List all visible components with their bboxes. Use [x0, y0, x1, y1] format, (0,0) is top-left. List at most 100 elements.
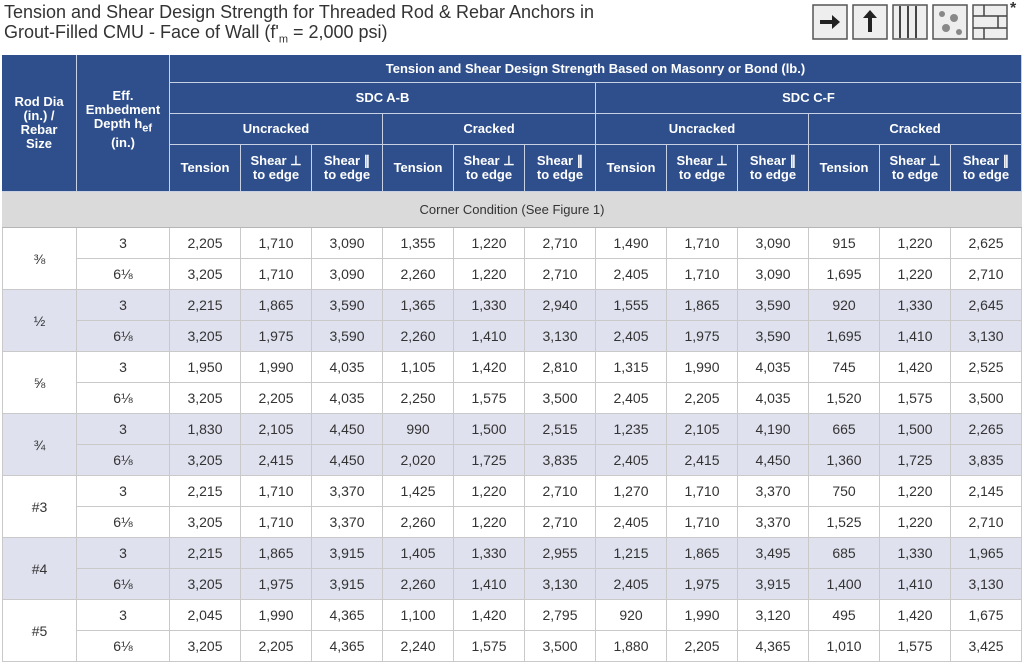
value-cell: 2,710 [525, 259, 596, 290]
value-cell: 3,915 [312, 569, 383, 600]
header-cell: Eff. Embedment Depth hef (in.) [77, 55, 170, 192]
value-cell: 1,865 [667, 290, 738, 321]
value-cell: 1,105 [383, 352, 454, 383]
value-cell: 2,940 [525, 290, 596, 321]
value-cell: 2,405 [596, 507, 667, 538]
depth-cell: 6⅛ [77, 631, 170, 662]
value-cell: 1,710 [241, 228, 312, 259]
value-cell: 2,260 [383, 507, 454, 538]
value-cell: 1,990 [241, 600, 312, 631]
value-cell: 1,410 [454, 321, 525, 352]
value-cell: 1,220 [880, 259, 951, 290]
value-cell: 3,205 [170, 259, 241, 290]
value-cell: 2,625 [951, 228, 1022, 259]
value-cell: 1,100 [383, 600, 454, 631]
value-cell: 2,205 [667, 383, 738, 414]
value-cell: 3,370 [738, 507, 809, 538]
value-cell: 2,260 [383, 321, 454, 352]
value-cell: 1,420 [880, 600, 951, 631]
value-cell: 3,370 [312, 476, 383, 507]
value-cell: 3,835 [525, 445, 596, 476]
value-cell: 3,495 [738, 538, 809, 569]
value-cell: 3,205 [170, 631, 241, 662]
value-cell: 1,525 [809, 507, 880, 538]
value-cell: 2,405 [596, 321, 667, 352]
value-cell: 1,360 [809, 445, 880, 476]
value-cell: 1,220 [454, 507, 525, 538]
value-cell: 1,710 [667, 476, 738, 507]
value-cell: 1,710 [667, 259, 738, 290]
value-cell: 1,500 [454, 414, 525, 445]
value-cell: 1,365 [383, 290, 454, 321]
value-cell: 920 [809, 290, 880, 321]
value-cell: 685 [809, 538, 880, 569]
size-cell: ¾ [2, 414, 77, 476]
value-cell: 2,265 [951, 414, 1022, 445]
value-cell: 3,590 [312, 321, 383, 352]
value-cell: 1,405 [383, 538, 454, 569]
value-cell: 1,010 [809, 631, 880, 662]
value-cell: 3,090 [312, 228, 383, 259]
value-cell: 3,500 [525, 383, 596, 414]
header-cell: Tension [170, 145, 241, 192]
value-cell: 1,990 [241, 352, 312, 383]
value-cell: 1,235 [596, 414, 667, 445]
value-cell: 3,500 [525, 631, 596, 662]
title-line: Tension and Shear Design Strength for Th… [4, 2, 595, 22]
value-cell: 1,220 [454, 228, 525, 259]
header-cell: Cracked [383, 114, 596, 145]
value-cell: 2,260 [383, 259, 454, 290]
value-cell: 1,420 [454, 600, 525, 631]
value-cell: 3,205 [170, 321, 241, 352]
depth-cell: 3 [77, 414, 170, 445]
value-cell: 4,365 [312, 600, 383, 631]
header-cell: Shear ⊥ to edge [241, 145, 312, 192]
header-cell: Shear ⊥ to edge [454, 145, 525, 192]
value-cell: 3,915 [312, 538, 383, 569]
value-cell: 2,405 [596, 383, 667, 414]
depth-cell: 3 [77, 600, 170, 631]
value-cell: 1,355 [383, 228, 454, 259]
value-cell: 3,590 [312, 290, 383, 321]
header-cell: Shear ⊥ to edge [667, 145, 738, 192]
header-text: (in.) [111, 134, 135, 150]
value-cell: 2,405 [596, 569, 667, 600]
value-cell: 1,575 [880, 383, 951, 414]
title-sub: m [278, 33, 288, 46]
value-cell: 1,410 [454, 569, 525, 600]
value-cell: 3,370 [738, 476, 809, 507]
value-cell: 2,525 [951, 352, 1022, 383]
value-cell: 3,090 [738, 259, 809, 290]
value-cell: 1,220 [880, 476, 951, 507]
value-cell: 1,710 [667, 507, 738, 538]
value-cell: 1,710 [241, 259, 312, 290]
value-cell: 990 [383, 414, 454, 445]
depth-cell: 3 [77, 290, 170, 321]
value-cell: 1,865 [667, 538, 738, 569]
size-cell: #4 [2, 538, 77, 600]
value-cell: 1,330 [454, 538, 525, 569]
value-cell: 2,240 [383, 631, 454, 662]
header-text: Eff. Embedment Depth h [85, 88, 161, 131]
value-cell: 2,145 [951, 476, 1022, 507]
value-cell: 1,990 [667, 352, 738, 383]
value-cell: 4,035 [738, 352, 809, 383]
value-cell: 3,425 [951, 631, 1022, 662]
value-cell: 4,035 [738, 383, 809, 414]
value-cell: 2,205 [241, 383, 312, 414]
header-cell: Tension [596, 145, 667, 192]
value-cell: 3,130 [951, 321, 1022, 352]
value-cell: 4,035 [312, 352, 383, 383]
header-cell: Shear ∥ to edge [525, 145, 596, 192]
value-cell: 1,725 [454, 445, 525, 476]
value-cell: 1,410 [880, 321, 951, 352]
depth-cell: 6⅛ [77, 259, 170, 290]
depth-cell: 6⅛ [77, 445, 170, 476]
value-cell: 3,090 [738, 228, 809, 259]
value-cell: 1,220 [880, 507, 951, 538]
value-cell: 2,215 [170, 476, 241, 507]
value-cell: 1,400 [809, 569, 880, 600]
value-cell: 1,880 [596, 631, 667, 662]
header-cell: Uncracked [596, 114, 809, 145]
